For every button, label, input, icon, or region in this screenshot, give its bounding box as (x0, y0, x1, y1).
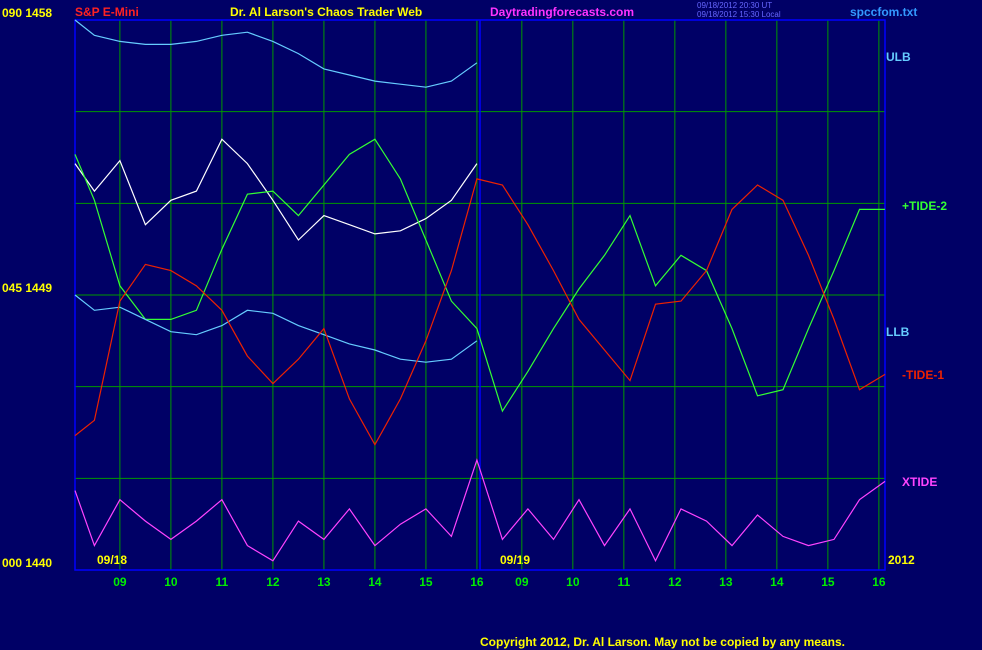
series-line (74, 178, 886, 446)
legend-label: ULB (886, 50, 911, 64)
series-line (74, 294, 478, 363)
series-line (74, 138, 885, 413)
file-name: spccfom.txt (850, 5, 917, 19)
legend-label: XTIDE (902, 475, 937, 489)
x-tick-label: 13 (317, 575, 331, 589)
legend-label: LLB (886, 325, 910, 339)
x-tick-label: 10 (164, 575, 178, 589)
timestamp: 09/18/2012 20:30 UT (697, 1, 772, 10)
x-tick-label: 09 (113, 575, 127, 589)
x-tick-label: 12 (668, 575, 682, 589)
site-title: Dr. Al Larson's Chaos Trader Web (230, 5, 422, 19)
timestamp: 09/18/2012 15:30 Local (697, 10, 781, 19)
y-tick-label: 090 1458 (2, 6, 52, 20)
x-tick-label: 11 (216, 575, 229, 589)
x-tick-label: 16 (872, 575, 886, 589)
chart-title: S&P E-Mini (75, 5, 139, 19)
y-tick-label: 045 1449 (2, 281, 52, 295)
legend-label: -TIDE-1 (902, 368, 944, 382)
x-tick-label: 15 (821, 575, 835, 589)
x-tick-label: 16 (470, 575, 484, 589)
y-tick-label: 000 1440 (2, 556, 52, 570)
date-label: 09/19 (500, 553, 530, 567)
series-line (74, 138, 478, 241)
site-url: Daytradingforecasts.com (490, 5, 634, 19)
x-tick-label: 12 (266, 575, 280, 589)
x-tick-label: 15 (419, 575, 433, 589)
x-tick-label: 14 (770, 575, 784, 589)
series-line (74, 458, 886, 563)
x-tick-label: 10 (566, 575, 580, 589)
legend-label: +TIDE-2 (902, 199, 947, 213)
x-tick-label: 13 (719, 575, 733, 589)
date-label: 2012 (888, 553, 915, 567)
x-tick-label: 09 (515, 575, 529, 589)
x-tick-label: 14 (368, 575, 382, 589)
series-line (74, 19, 478, 88)
date-label: 09/18 (97, 553, 127, 567)
x-tick-label: 11 (617, 575, 630, 589)
copyright: Copyright 2012, Dr. Al Larson. May not b… (480, 635, 845, 649)
